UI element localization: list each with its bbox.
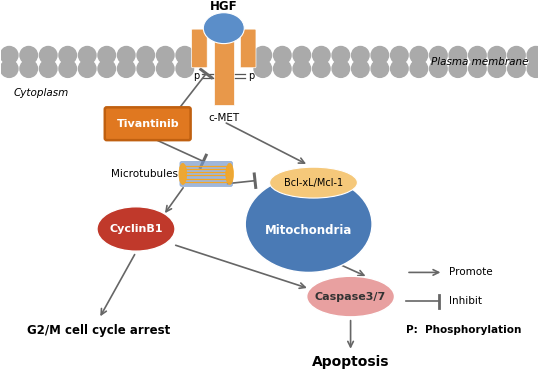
Circle shape	[40, 46, 57, 64]
Circle shape	[273, 60, 291, 78]
Circle shape	[430, 46, 447, 64]
Ellipse shape	[97, 207, 175, 251]
Circle shape	[312, 46, 330, 64]
Circle shape	[254, 60, 272, 78]
Circle shape	[59, 46, 76, 64]
Circle shape	[157, 46, 174, 64]
Circle shape	[59, 60, 76, 78]
Text: P:  Phosphorylation: P: Phosphorylation	[406, 325, 521, 335]
Text: Inhibit: Inhibit	[449, 296, 482, 306]
Text: G2/M cell cycle arrest: G2/M cell cycle arrest	[28, 324, 170, 337]
Text: c-MET: c-MET	[208, 113, 239, 123]
Circle shape	[410, 60, 428, 78]
FancyBboxPatch shape	[240, 29, 256, 68]
FancyBboxPatch shape	[105, 107, 191, 140]
Text: Tivantinib: Tivantinib	[117, 119, 179, 129]
Circle shape	[527, 46, 544, 64]
Circle shape	[137, 60, 155, 78]
Circle shape	[40, 60, 57, 78]
Text: Apoptosis: Apoptosis	[312, 355, 389, 369]
Circle shape	[1, 46, 18, 64]
Circle shape	[508, 46, 525, 64]
FancyBboxPatch shape	[191, 29, 207, 68]
Circle shape	[469, 46, 486, 64]
Circle shape	[371, 46, 389, 64]
Text: Caspase3/7: Caspase3/7	[315, 291, 386, 302]
Circle shape	[118, 60, 135, 78]
Ellipse shape	[226, 163, 234, 185]
Circle shape	[79, 60, 96, 78]
Circle shape	[488, 60, 505, 78]
Circle shape	[176, 60, 194, 78]
Text: CyclinB1: CyclinB1	[109, 224, 163, 234]
Circle shape	[1, 60, 18, 78]
Circle shape	[293, 60, 311, 78]
FancyBboxPatch shape	[214, 19, 234, 105]
Circle shape	[293, 46, 311, 64]
Text: p: p	[194, 71, 200, 81]
Circle shape	[488, 46, 505, 64]
Ellipse shape	[204, 13, 244, 44]
Text: HGF: HGF	[210, 0, 238, 13]
Circle shape	[351, 46, 369, 64]
Circle shape	[390, 46, 408, 64]
Text: Microtubules: Microtubules	[111, 169, 178, 179]
Circle shape	[430, 60, 447, 78]
Circle shape	[312, 60, 330, 78]
Text: Bcl-xL/Mcl-1: Bcl-xL/Mcl-1	[284, 177, 343, 188]
Text: Plasma membrane: Plasma membrane	[431, 57, 528, 67]
Text: Mitochondria: Mitochondria	[265, 225, 353, 238]
Circle shape	[79, 46, 96, 64]
Ellipse shape	[307, 276, 394, 317]
Text: p: p	[248, 71, 254, 81]
Circle shape	[332, 60, 350, 78]
Circle shape	[332, 46, 350, 64]
FancyBboxPatch shape	[180, 162, 233, 187]
Text: Cytoplasm: Cytoplasm	[13, 88, 68, 98]
Circle shape	[98, 60, 116, 78]
Circle shape	[390, 60, 408, 78]
Circle shape	[469, 60, 486, 78]
Circle shape	[118, 46, 135, 64]
Circle shape	[157, 60, 174, 78]
Circle shape	[508, 60, 525, 78]
Circle shape	[98, 46, 116, 64]
Circle shape	[254, 46, 272, 64]
Circle shape	[20, 46, 37, 64]
Circle shape	[527, 60, 544, 78]
Circle shape	[371, 60, 389, 78]
Circle shape	[176, 46, 194, 64]
Ellipse shape	[179, 163, 186, 185]
Circle shape	[351, 60, 369, 78]
Circle shape	[137, 46, 155, 64]
Circle shape	[273, 46, 291, 64]
Circle shape	[20, 60, 37, 78]
Circle shape	[410, 46, 428, 64]
Text: Promote: Promote	[449, 268, 493, 277]
Circle shape	[449, 46, 466, 64]
Circle shape	[449, 60, 466, 78]
Ellipse shape	[270, 167, 358, 198]
Ellipse shape	[245, 176, 372, 272]
